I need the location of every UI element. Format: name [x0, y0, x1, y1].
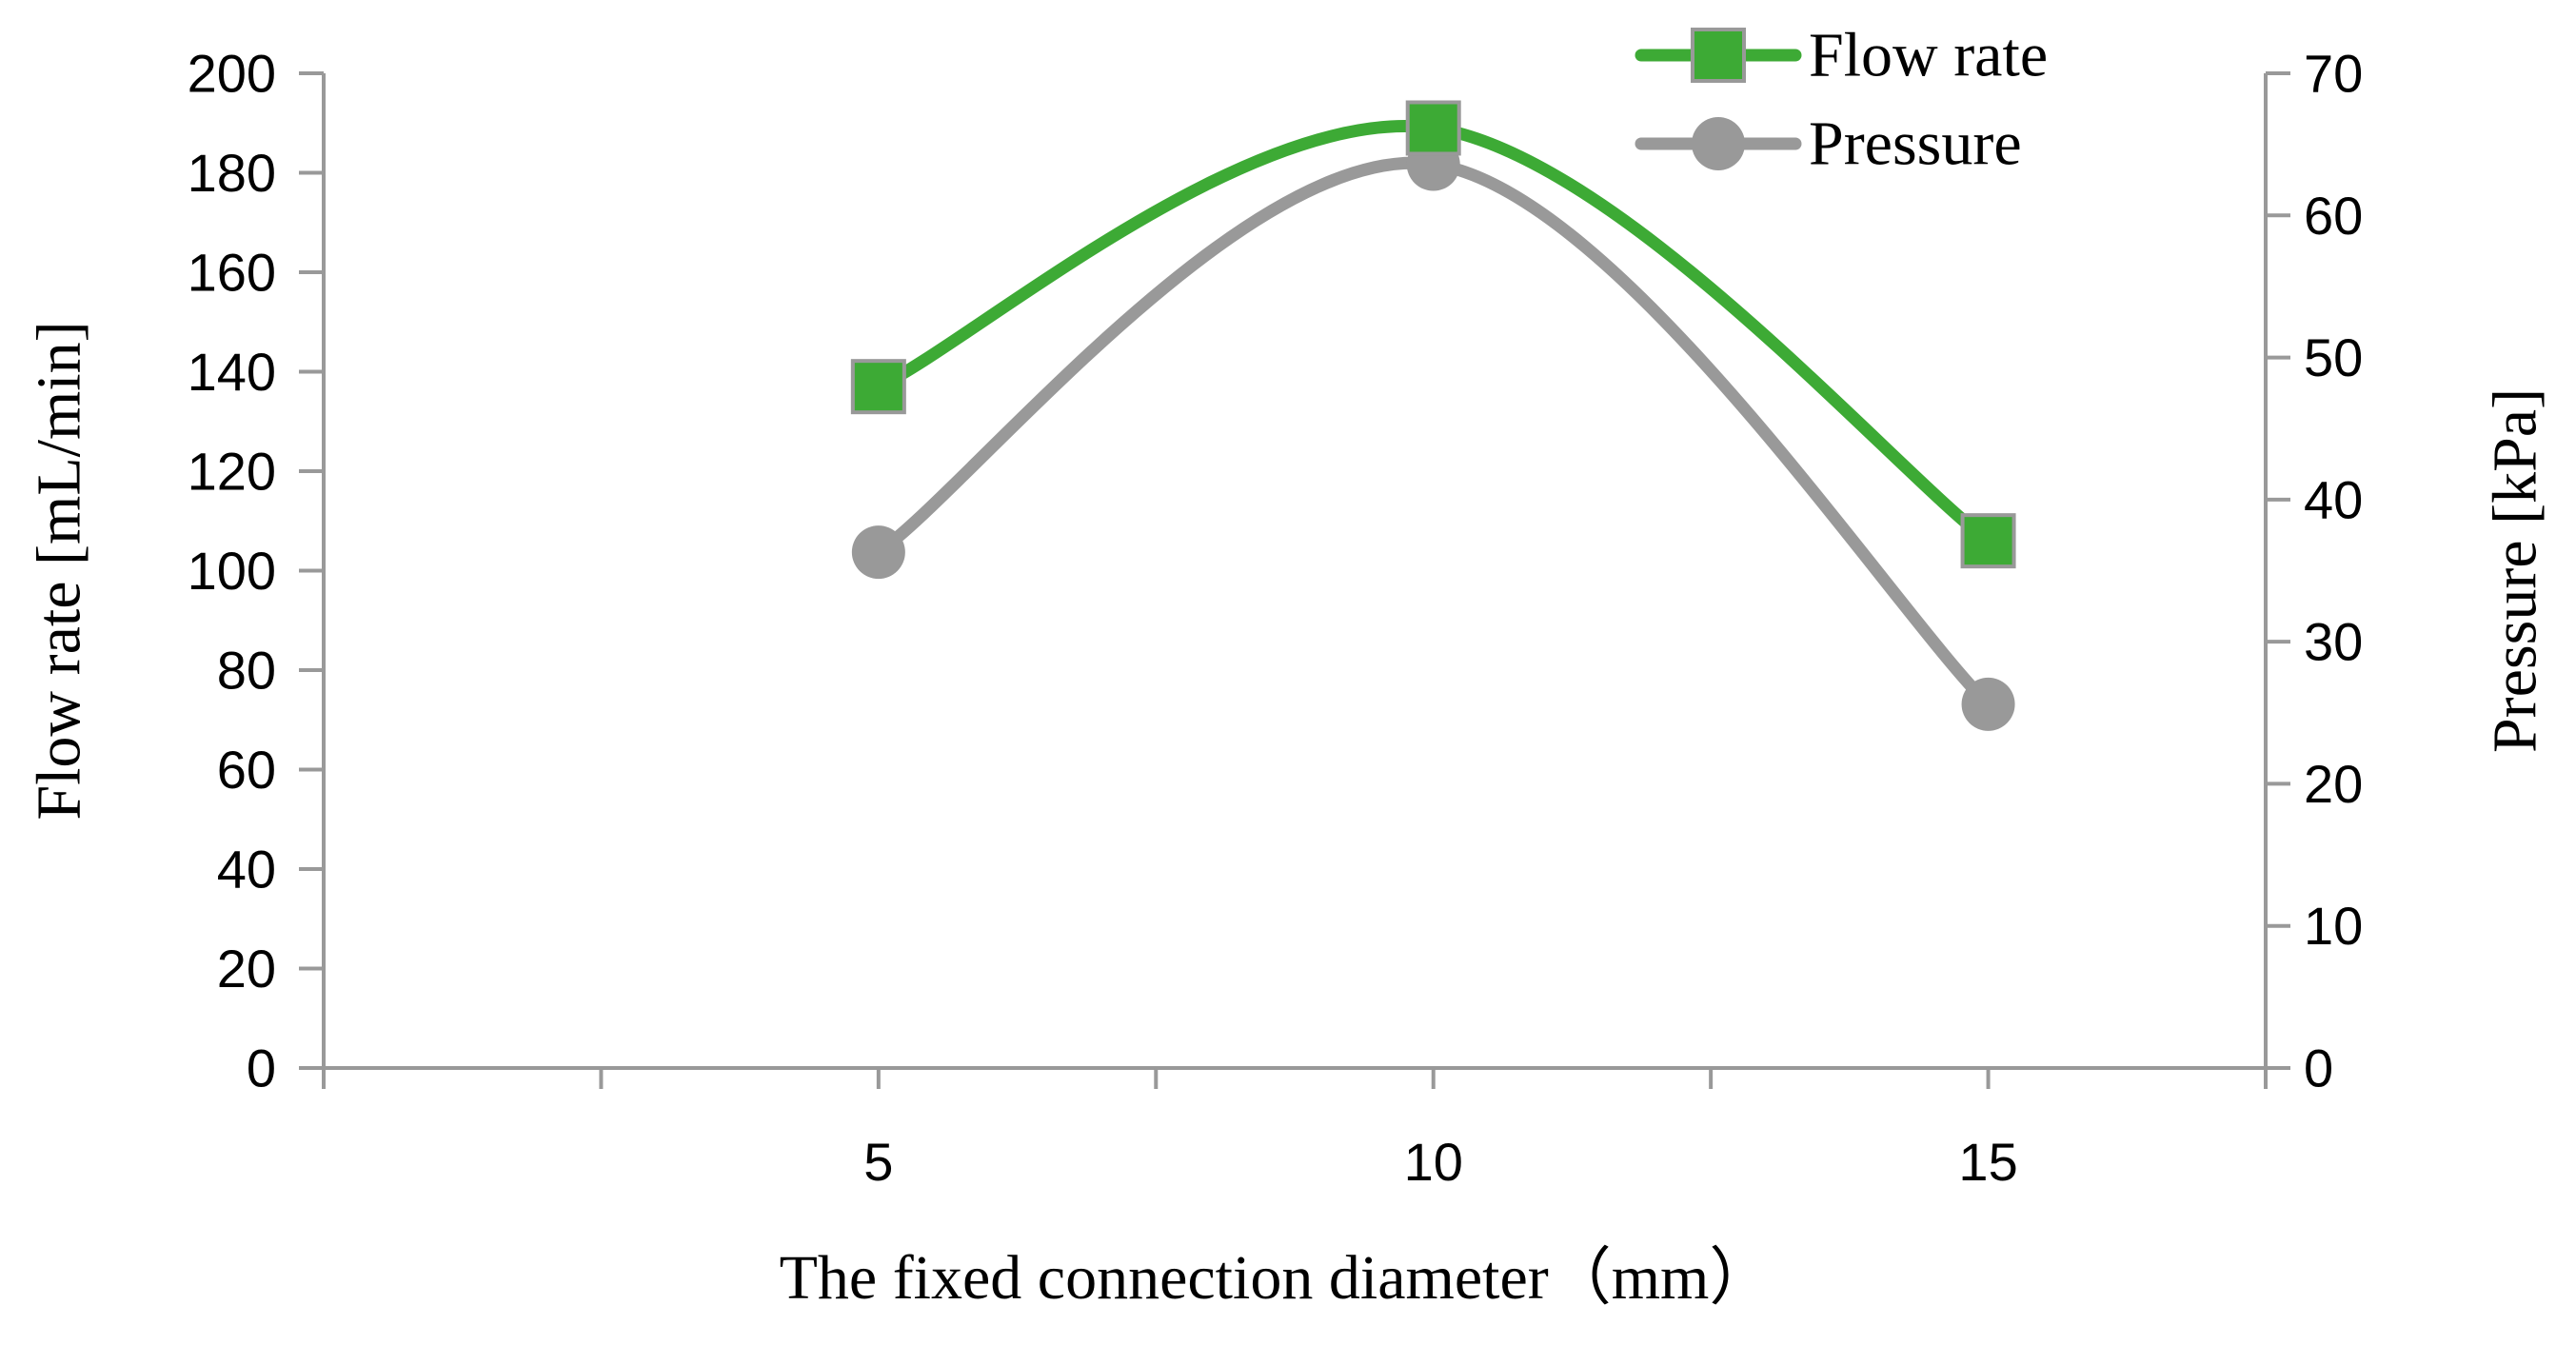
- legend-marker-pressure: [1692, 117, 1745, 170]
- data-point-flow-rate: [1960, 513, 2016, 569]
- y-axis-right-title: Pressure [kPa]: [2481, 388, 2550, 753]
- y-left-tick-label: 100: [188, 541, 276, 601]
- series-layer: [850, 100, 2016, 731]
- y-right-tick-label: 30: [2304, 612, 2363, 672]
- x-tick-label: 5: [863, 1132, 893, 1192]
- y-left-tick-label: 0: [247, 1038, 276, 1098]
- legend-label-pressure: Pressure: [1809, 109, 2022, 179]
- x-tick-label: 10: [1404, 1132, 1463, 1192]
- data-point-flow-rate: [1405, 100, 1461, 156]
- legend: Flow rate Pressure: [1635, 21, 2048, 179]
- y-right-tick-label: 50: [2304, 327, 2363, 387]
- data-point-flow-rate: [850, 359, 906, 415]
- y-left-tick-label: 140: [188, 342, 276, 402]
- legend-label-flow-rate: Flow rate: [1809, 21, 2048, 90]
- y-right-tick-label: 40: [2304, 469, 2363, 529]
- y-left-tick-label: 40: [217, 840, 276, 900]
- y-left-tick-label: 120: [188, 442, 276, 502]
- y-left-tick-label: 160: [188, 243, 276, 303]
- y-axis-left-title: Flow rate [mL/min]: [25, 321, 94, 820]
- y-right-tick-label: 0: [2304, 1038, 2333, 1098]
- axes: 0 20 40 60 80 100 120 140 160 180 200 0 10 20 30 40 50 60…: [188, 44, 2364, 1193]
- y-left-tick-label: 20: [217, 939, 276, 999]
- x-tick-label: 15: [1958, 1132, 2017, 1192]
- data-point-pressure: [851, 525, 905, 580]
- legend-marker-flow-rate: [1691, 28, 1746, 83]
- x-axis-title: The fixed connection diameter（mm）: [780, 1243, 1773, 1313]
- y-left-tick-label: 80: [217, 641, 276, 701]
- y-left-tick-label: 60: [217, 740, 276, 800]
- y-right-tick-label: 20: [2304, 754, 2363, 814]
- y-left-tick-label: 180: [188, 143, 276, 203]
- y-left-tick-label: 200: [188, 44, 276, 104]
- y-right-tick-label: 10: [2304, 896, 2363, 956]
- series-line-pressure: [872, 156, 1995, 711]
- data-point-pressure: [1961, 677, 2015, 731]
- y-right-tick-label: 60: [2304, 186, 2363, 246]
- y-right-tick-label: 70: [2304, 44, 2363, 104]
